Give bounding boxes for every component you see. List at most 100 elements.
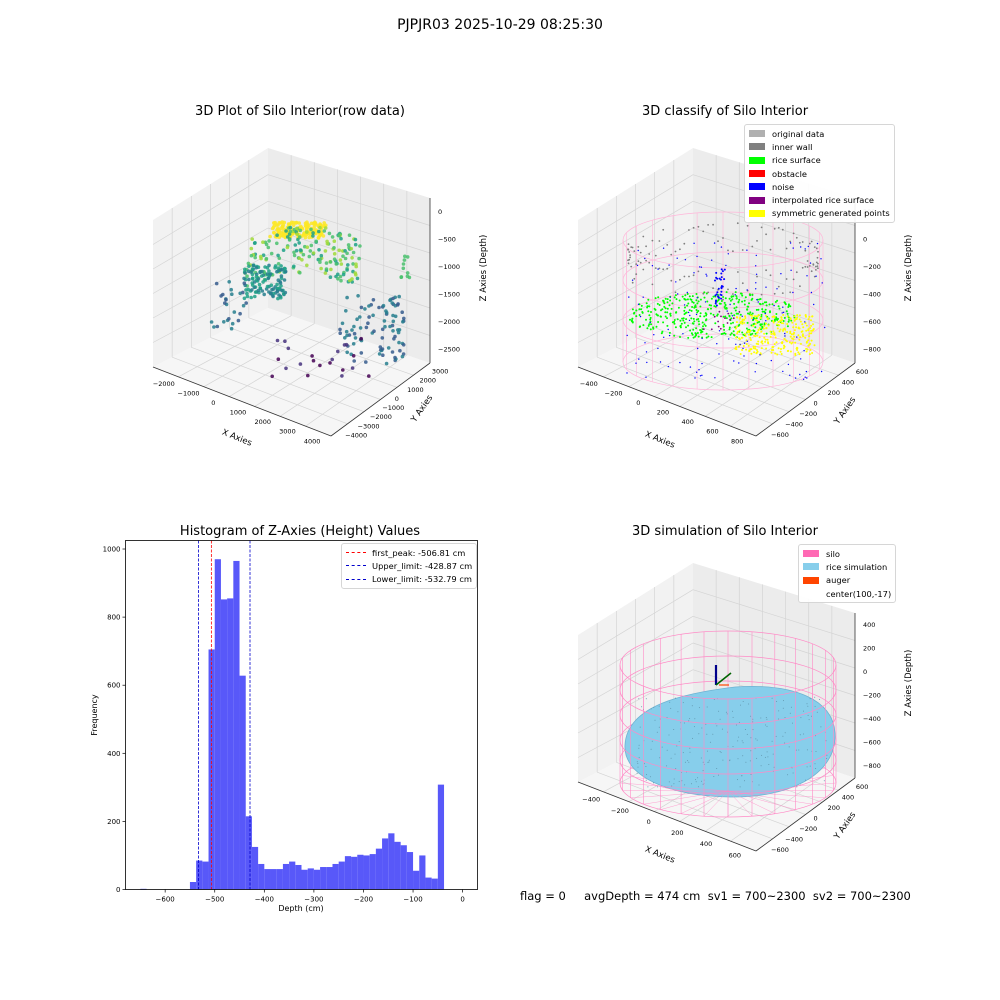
- status-footer: flag = 0 avgDepth = 474 cm sv1 = 700~230…: [520, 889, 911, 903]
- rice-mesh-node: [775, 735, 777, 737]
- classified-point: [683, 298, 686, 301]
- classified-point: [781, 292, 784, 294]
- classified-point: [715, 304, 718, 307]
- rice-mesh-node: [764, 756, 766, 758]
- histogram-bar: [208, 649, 215, 890]
- raw-point: [391, 329, 395, 333]
- grid-line: [692, 254, 856, 309]
- raw-point: [279, 295, 283, 300]
- classified-point: [785, 247, 788, 250]
- classified-point: [769, 330, 772, 333]
- classified-point: [750, 352, 753, 355]
- classified-point: [746, 289, 748, 291]
- raw-point: [351, 342, 356, 346]
- z-tick-label: −2000: [438, 318, 460, 326]
- classified-point: [760, 226, 763, 229]
- rice-mesh-node: [798, 749, 800, 751]
- classified-point: [790, 269, 792, 271]
- rice-mesh-node: [697, 786, 699, 788]
- classified-point: [710, 328, 713, 331]
- rice-mesh-node: [805, 779, 806, 781]
- classified-point: [789, 332, 792, 335]
- classified-point: [751, 312, 754, 315]
- raw-point: [227, 280, 231, 284]
- rice-mesh-node: [684, 784, 686, 786]
- classified-point: [788, 341, 791, 344]
- rice-mesh-node: [789, 712, 791, 714]
- classified-point: [795, 323, 797, 326]
- classified-point: [695, 299, 698, 302]
- classified-point: [656, 314, 659, 317]
- grid-line: [577, 281, 694, 343]
- raw-point: [351, 262, 355, 266]
- classified-point: [779, 350, 782, 353]
- grid-line: [577, 227, 694, 294]
- classified-point: [724, 297, 727, 300]
- raw-point: [401, 343, 406, 347]
- raw-point: [384, 310, 389, 315]
- panel3-title: Histogram of Z-Axies (Height) Values: [179, 524, 421, 539]
- classified-point: [787, 363, 790, 366]
- rice-mesh-node: [760, 765, 762, 767]
- classified-point: [654, 254, 657, 257]
- raw-point: [343, 256, 348, 261]
- classified-point: [769, 310, 771, 313]
- classified-point: [699, 312, 702, 315]
- rice-mesh-node: [814, 763, 816, 765]
- raw-point: [345, 333, 349, 338]
- classified-point: [804, 336, 807, 339]
- grid-line: [267, 281, 431, 336]
- silo-floor-spoke: [727, 790, 753, 817]
- raw-point: [242, 276, 246, 281]
- raw-point: [338, 258, 343, 262]
- rice-mesh-node: [669, 701, 671, 703]
- classified-point: [757, 301, 759, 303]
- classified-point: [723, 306, 726, 308]
- rice-mesh-node: [772, 753, 774, 755]
- raw-point: [318, 233, 323, 237]
- classified-point: [810, 324, 813, 327]
- legend-entry: rice simulation: [803, 560, 891, 573]
- y-axis-label: Frequency: [90, 694, 99, 736]
- classified-point: [642, 268, 645, 271]
- classified-point: [772, 330, 775, 333]
- rice-mesh-node: [758, 784, 760, 786]
- raw-point: [338, 331, 342, 335]
- raw-point: [215, 324, 220, 329]
- rice-mesh-node: [738, 736, 740, 738]
- classified-point: [770, 351, 773, 354]
- classified-point: [810, 270, 813, 273]
- legend-label: auger: [826, 575, 851, 586]
- x-axis-line: [577, 366, 757, 437]
- classified-point: [736, 330, 739, 333]
- classified-point: [773, 292, 776, 295]
- raw-point: [298, 362, 303, 366]
- classified-point: [749, 339, 752, 341]
- classified-point: [645, 259, 647, 262]
- histogram-bar: [227, 598, 234, 890]
- classified-point: [699, 298, 702, 301]
- classified-point: [749, 294, 752, 297]
- rice-mesh-node: [766, 725, 768, 727]
- classified-point: [764, 308, 767, 311]
- rice-mesh-node: [783, 700, 784, 702]
- legend-line: [346, 578, 366, 580]
- classified-point: [664, 297, 667, 300]
- rice-mesh-node: [738, 721, 740, 723]
- classified-point: [797, 327, 800, 330]
- classified-point: [765, 320, 767, 322]
- classified-point: [701, 374, 703, 376]
- classified-point: [694, 304, 697, 307]
- classified-point: [720, 297, 723, 300]
- classified-point: [739, 313, 742, 316]
- classified-point: [782, 306, 784, 308]
- classified-point: [701, 321, 704, 324]
- classified-point: [810, 339, 813, 342]
- classified-point: [701, 328, 704, 331]
- classified-point: [789, 291, 792, 294]
- classified-point: [719, 278, 722, 281]
- raw-point: [353, 242, 358, 247]
- classified-point: [815, 265, 817, 268]
- rice-mesh-node: [636, 772, 638, 774]
- x-tick-label: 0: [636, 399, 640, 407]
